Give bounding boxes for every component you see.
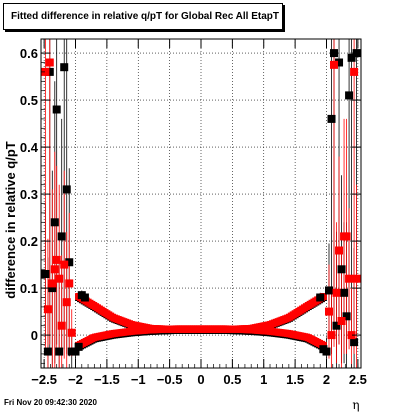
data-point-red [352,274,361,283]
data-point-red [41,67,50,76]
data-point-black [60,63,69,72]
data-point-red [337,317,346,325]
data-point-black [62,185,71,194]
x-tick-label: −2 [68,372,83,387]
data-point-red [43,305,52,314]
data-point-red [62,298,71,307]
x-axis-label: η [352,398,359,412]
y-tick-label: 0.6 [20,46,38,61]
data-point-black [337,265,346,274]
data-point-red [48,279,57,288]
x-tick-label: −1 [131,372,146,387]
y-tick-label: 0.2 [20,234,38,249]
timestamp: Fri Nov 20 09:42:30 2020 [4,398,97,407]
data-point-red [45,58,54,67]
data-point-red [342,232,351,241]
data-point-black [71,347,80,356]
y-tick-label: 0.5 [20,93,38,108]
y-tick-label: 0.1 [20,281,38,296]
grid [41,39,361,368]
x-tick-label: 0 [197,372,204,387]
data-point-red [347,331,356,340]
data-point-black [50,218,59,227]
data-point-black [45,67,54,76]
data-point-black [57,232,66,241]
data-point-black [55,347,64,356]
data-point-red [57,321,66,330]
data-point-black [65,258,74,267]
x-tick-label: 2 [323,372,330,387]
y-axis-label: difference in relative q/pT [3,141,18,299]
data-point-black [41,270,50,278]
x-tick-label: 1.5 [286,372,304,387]
data-point-black [316,293,325,302]
x-tick-labels: −2.5 −2 −1.5 −1 −0.5 0 0.5 1 1.5 2 2.5 [31,372,367,387]
data-point-black [322,347,331,356]
data-point-red [345,274,354,283]
y-tick-label: 0 [31,328,38,343]
markers [41,49,361,356]
data-point-black [43,347,52,356]
y-tick-label: 0.4 [20,140,39,155]
data-point-black [74,342,83,351]
data-point-black [340,288,349,297]
data-point-red [330,60,339,69]
x-tick-label: −1.5 [94,372,120,387]
data-point-red [52,255,61,264]
data-point-black [342,312,351,321]
y-tick-label: 0.3 [20,187,38,202]
data-point-black [80,293,89,302]
data-point-red [55,274,64,283]
x-tick-label: −0.5 [157,372,183,387]
data-point-black [345,91,354,100]
data-point-red [60,260,69,269]
data-point-black [52,105,61,114]
data-point-black [335,58,344,67]
data-point-red [327,331,336,340]
data-point-red [65,279,74,288]
data-point-black [350,338,359,347]
x-tick-label: 2.5 [349,372,367,387]
data-point-black [330,49,339,58]
x-tick-label: 0.5 [223,372,241,387]
x-tick-label: −2.5 [31,372,57,387]
data-point-black [327,114,336,123]
x-tick-label: 1 [260,372,267,387]
chart-title: Fitted difference in relative q/pT for G… [3,3,283,30]
data-point-red [335,246,344,255]
data-point-black [325,286,333,295]
data-point-black [347,53,356,62]
data-point-black [332,321,341,330]
data-point-red [332,288,341,297]
data-point-red [325,307,333,316]
data-point-red [50,265,59,274]
axis-ticks [41,39,361,368]
data-point-red [67,328,76,337]
y-tick-labels: 0 0.1 0.2 0.3 0.4 0.5 0.6 [20,46,39,343]
chart-title-text: Fitted difference in relative q/pT for G… [11,11,280,22]
data-point-black [48,284,57,293]
data-point-red [350,67,359,76]
